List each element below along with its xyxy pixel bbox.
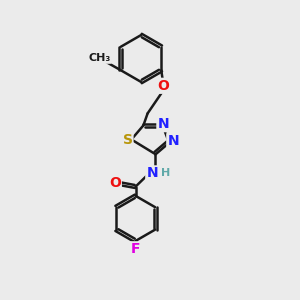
Text: F: F bbox=[131, 242, 140, 256]
Text: N: N bbox=[158, 117, 169, 131]
Text: N: N bbox=[146, 167, 158, 180]
Text: CH₃: CH₃ bbox=[88, 53, 111, 63]
Text: H: H bbox=[161, 168, 170, 178]
Text: S: S bbox=[122, 133, 133, 146]
Text: N: N bbox=[167, 134, 179, 148]
Text: O: O bbox=[157, 79, 169, 93]
Text: O: O bbox=[109, 176, 121, 190]
